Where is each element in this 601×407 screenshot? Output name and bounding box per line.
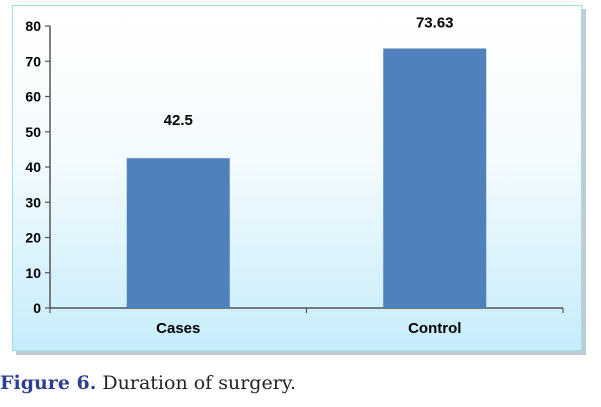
y-tick-label: 10 bbox=[25, 265, 41, 281]
y-tick-label: 80 bbox=[25, 18, 41, 34]
chart-bars bbox=[126, 48, 487, 308]
y-tick-label: 70 bbox=[25, 53, 41, 69]
y-tick-label: 60 bbox=[25, 89, 41, 105]
y-tick-label: 50 bbox=[25, 124, 41, 140]
data-label-cases: 42.5 bbox=[164, 112, 193, 129]
figure-caption: Figure 6. Duration of surgery. bbox=[0, 372, 296, 394]
bar-cases bbox=[126, 158, 230, 308]
y-tick-label: 20 bbox=[25, 230, 41, 246]
category-label-control: Control bbox=[408, 320, 461, 337]
chart-frame bbox=[12, 5, 582, 351]
category-label-cases: Cases bbox=[156, 320, 200, 337]
bar-control bbox=[383, 48, 487, 308]
figure-number: Figure 6. bbox=[0, 372, 97, 394]
chart-labels: 42.5 Cases 73.63 Control bbox=[156, 14, 461, 337]
data-label-control: 73.63 bbox=[416, 14, 454, 31]
bar-chart: 0 10 20 30 40 50 60 70 80 42.5 Cases 73.63 Control bbox=[25, 14, 564, 337]
y-tick-label: 40 bbox=[25, 159, 41, 175]
y-tick-label: 0 bbox=[33, 300, 41, 316]
y-tick-label: 30 bbox=[25, 194, 41, 210]
figure-caption-text: Duration of surgery. bbox=[102, 372, 297, 394]
